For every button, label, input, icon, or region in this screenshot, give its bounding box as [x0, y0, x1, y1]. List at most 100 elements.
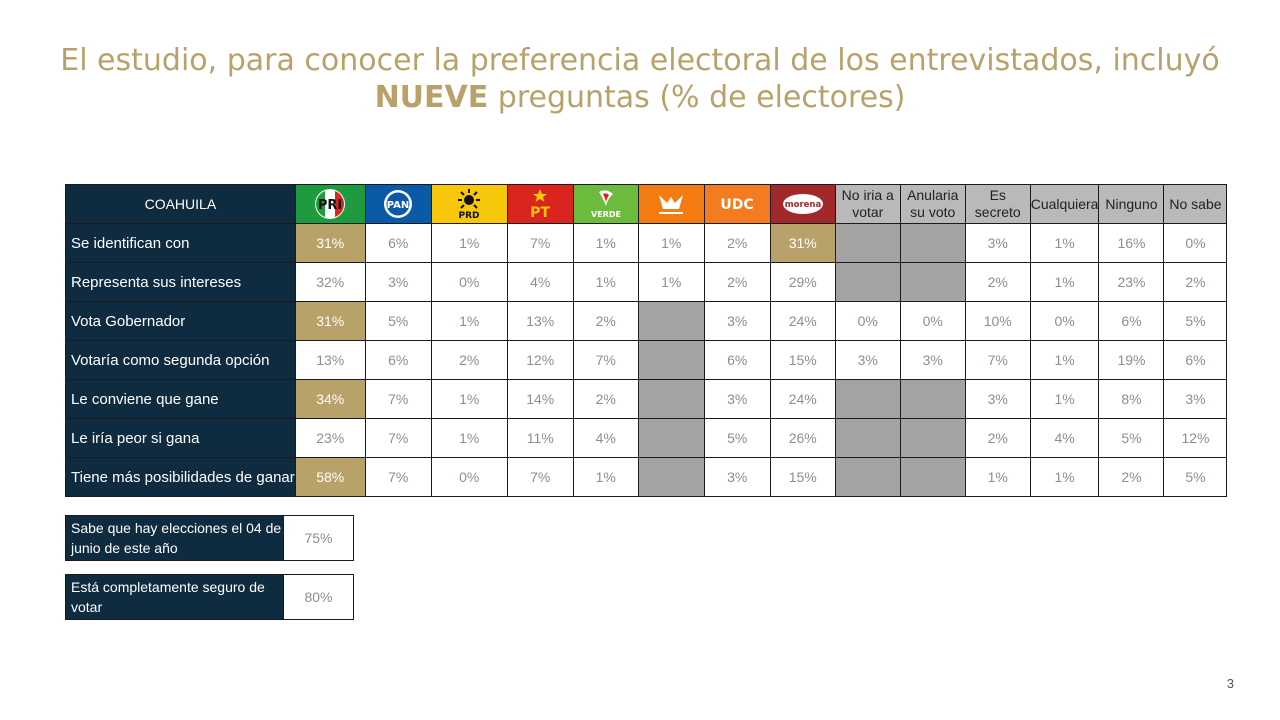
table-cell: 6% — [1098, 301, 1165, 341]
table-cell: 7% — [364, 457, 432, 497]
table-cell: 1% — [1029, 262, 1100, 302]
table-cell: 2% — [572, 379, 639, 419]
table-cell: 4% — [506, 262, 574, 302]
extra-question-1: Sabe que hay elecciones el 04 de junio d… — [65, 515, 354, 561]
table-cell: 3% — [703, 457, 771, 497]
row-label: Se identifican con — [65, 223, 296, 263]
header-no-iria-a-votar: No iria a votar — [834, 184, 901, 224]
table-cell: 1% — [430, 379, 508, 419]
party-logo-movimiento-ciudadano — [637, 184, 705, 224]
table-cell: 1% — [1029, 379, 1100, 419]
table-cell: 12% — [506, 340, 574, 380]
table-cell: 31% — [769, 223, 836, 263]
table-cell: 5% — [1163, 301, 1228, 341]
table-cell: 13% — [506, 301, 574, 341]
table-row: Votaría como segunda opción 13% 6% 2% 12% 7% 6… — [65, 340, 1228, 380]
table-cell: 0% — [899, 301, 966, 341]
pri-logo-icon: PRI — [315, 189, 346, 219]
table-cell: 2% — [430, 340, 508, 380]
table-cell: 16% — [1098, 223, 1165, 263]
table-cell: 15% — [769, 340, 836, 380]
party-logo-morena: morena — [769, 184, 836, 224]
party-logo-verde: VERDE — [572, 184, 639, 224]
table-cell: 2% — [703, 262, 771, 302]
extra-value: 80% — [283, 574, 354, 620]
row-label: Le iría peor si gana — [65, 418, 296, 458]
title-line-2-rest: preguntas (% de electores) — [488, 80, 906, 115]
header-ninguno: Ninguno — [1098, 184, 1165, 224]
table-cell: 7% — [364, 418, 432, 458]
table-cell: 7% — [506, 223, 574, 263]
extra-row: Está completamente seguro de votar 80% — [65, 574, 354, 620]
table-cell: 2% — [703, 223, 771, 263]
row-label: Votaría como segunda opción — [65, 340, 296, 380]
table-cell: 6% — [364, 223, 432, 263]
table-cell: 0% — [430, 457, 508, 497]
row-label: Tiene más posibilidades de ganar — [65, 457, 296, 497]
party-logo-udc: UDC — [703, 184, 771, 224]
table-cell: 7% — [964, 340, 1031, 380]
table-cell: 8% — [1098, 379, 1165, 419]
table-cell: 3% — [834, 340, 901, 380]
table-cell — [899, 379, 966, 419]
table-cell — [899, 262, 966, 302]
table-cell: 7% — [572, 340, 639, 380]
table-cell: 3% — [703, 379, 771, 419]
table-row: Se identifican con 31% 6% 1% 7% 1% 1% 2% 31% 3% 1%… — [65, 223, 1228, 263]
movimiento-ciudadano-logo-icon — [659, 195, 684, 214]
title-line-2: NUEVE preguntas (% de electores) — [0, 79, 1280, 116]
table-cell: 7% — [364, 379, 432, 419]
table-cell: 32% — [294, 262, 366, 302]
table-cell: 1% — [430, 301, 508, 341]
table-cell — [834, 223, 901, 263]
preference-table: COAHUILA PRI PA — [65, 184, 1228, 497]
table-row: Tiene más posibilidades de ganar 58% 7% 0% 7… — [65, 457, 1228, 497]
region-header: COAHUILA — [65, 184, 296, 224]
table-cell: 3% — [964, 379, 1031, 419]
table-cell: 1% — [430, 223, 508, 263]
svg-text:PAN: PAN — [387, 200, 410, 211]
header-row: COAHUILA PRI PA — [65, 184, 1228, 224]
table-cell — [637, 340, 705, 380]
table-cell: 5% — [1163, 457, 1228, 497]
extra-value: 75% — [283, 515, 354, 561]
party-logo-pri: PRI — [294, 184, 366, 224]
header-no-sabe: No sabe — [1163, 184, 1228, 224]
table-cell: 29% — [769, 262, 836, 302]
table-cell: 6% — [1163, 340, 1228, 380]
table-cell — [899, 457, 966, 497]
party-logo-pan: PAN — [364, 184, 432, 224]
table-cell: 14% — [506, 379, 574, 419]
table-cell: 23% — [1098, 262, 1165, 302]
verde-logo-icon: VERDE — [591, 190, 621, 219]
header-anularia-su-voto: Anularia su voto — [899, 184, 966, 224]
table-cell: 4% — [572, 418, 639, 458]
table-cell: 2% — [1163, 262, 1228, 302]
table-cell — [899, 418, 966, 458]
table-cell: 1% — [430, 418, 508, 458]
table-cell: 10% — [964, 301, 1031, 341]
extra-row: Sabe que hay elecciones el 04 de junio d… — [65, 515, 354, 561]
table-cell — [637, 457, 705, 497]
table-cell: 24% — [769, 301, 836, 341]
table-cell: 1% — [572, 457, 639, 497]
table-row: Le iría peor si gana 23% 7% 1% 11% 4% 5% 26% 2% 4… — [65, 418, 1228, 458]
table-cell: 15% — [769, 457, 836, 497]
table-cell — [834, 379, 901, 419]
svg-text:PT: PT — [530, 205, 550, 220]
table-cell: 5% — [1098, 418, 1165, 458]
table-row: Representa sus intereses 32% 3% 0% 4% 1% 1% 2% 2… — [65, 262, 1228, 302]
row-label: Le conviene que gane — [65, 379, 296, 419]
table-cell: 31% — [294, 301, 366, 341]
table-cell: 3% — [1163, 379, 1228, 419]
page-number: 3 — [1226, 676, 1234, 691]
table-cell: 26% — [769, 418, 836, 458]
extra-label: Sabe que hay elecciones el 04 de junio d… — [65, 515, 284, 561]
table-cell: 19% — [1098, 340, 1165, 380]
table-cell: 3% — [964, 223, 1031, 263]
header-es-secreto: Es secreto — [964, 184, 1031, 224]
morena-logo-icon: morena — [782, 194, 823, 214]
table-cell: 1% — [637, 262, 705, 302]
table-cell — [899, 223, 966, 263]
row-label: Vota Gobernador — [65, 301, 296, 341]
